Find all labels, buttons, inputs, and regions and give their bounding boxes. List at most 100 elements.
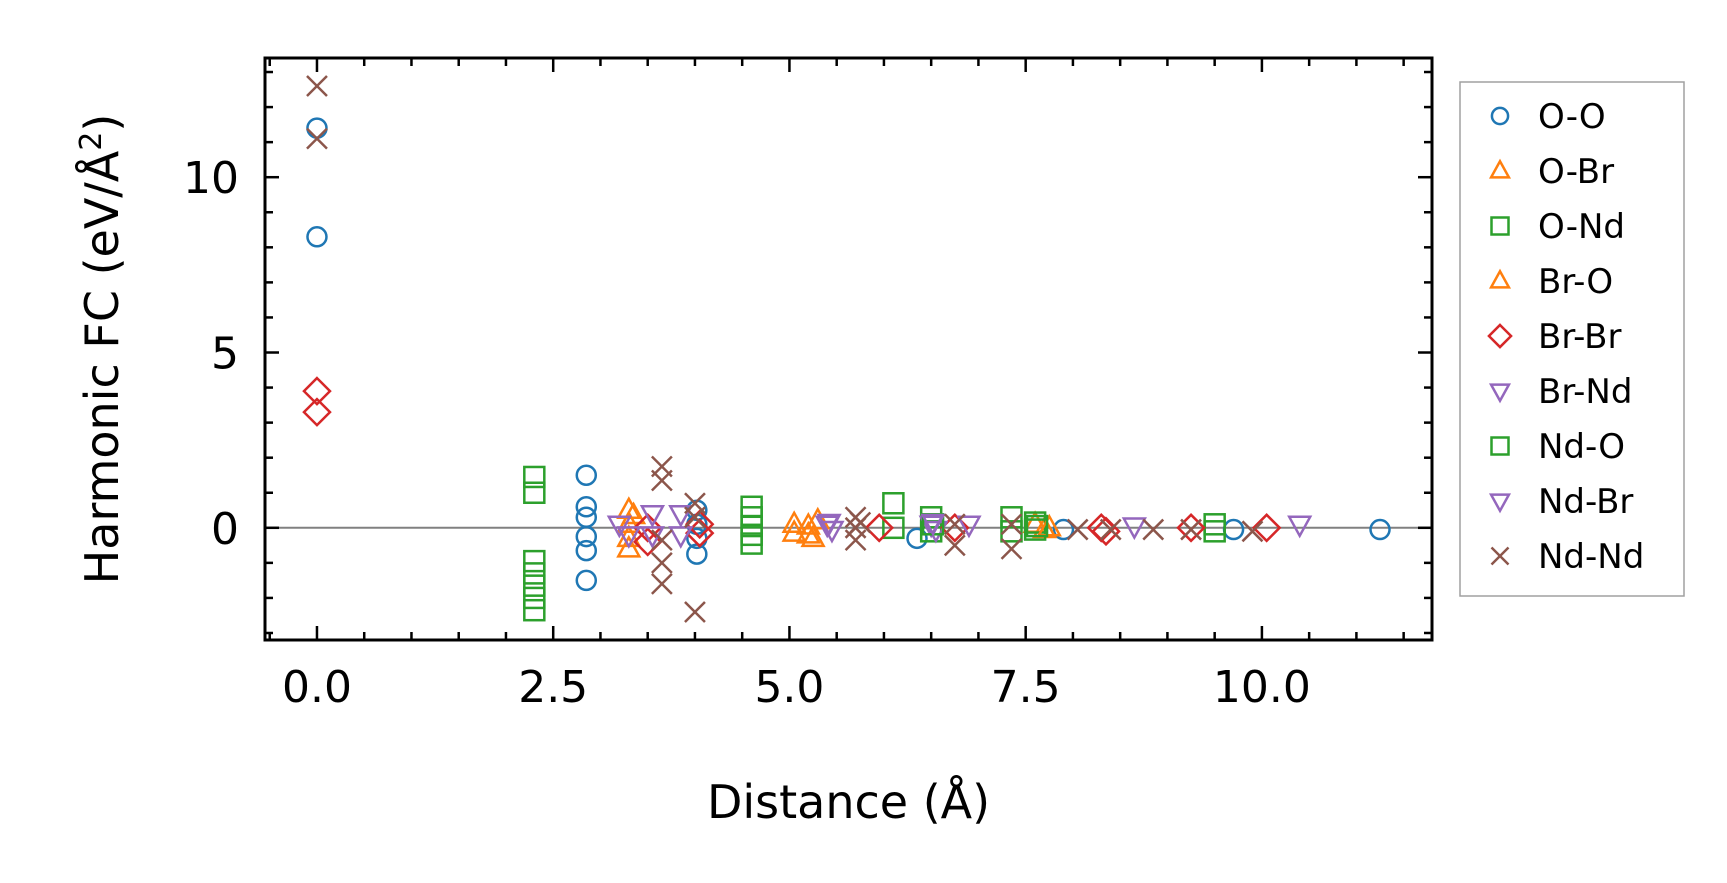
legend-marker-br-br [1487,323,1513,349]
data-point-br-br [302,376,332,406]
data-point-o-nd [1203,520,1226,543]
data-point-br-br [632,513,663,543]
data-point-o-o [575,464,598,486]
data-point-o-o [575,539,598,562]
x-tick-label: 10.0 [1213,662,1311,713]
data-point-o-br [781,510,807,534]
data-point-o-o [575,569,598,592]
legend-label-nd-o: Nd-O [1538,427,1625,467]
data-point-br-nd [639,505,666,528]
data-point-o-o [306,117,328,139]
legend-label-o-br: O-Br [1538,152,1614,192]
legend-label-o-nd: O-Nd [1538,207,1625,247]
y-tick-label: 0 [211,504,239,555]
data-point-o-o [575,496,598,518]
legend-marker-o-nd [1490,216,1510,236]
data-point-nd-nd [844,529,867,551]
legend-label-br-o: Br-O [1538,262,1613,302]
legend-label-br-br: Br-Br [1538,317,1622,357]
data-point-nd-br [816,513,842,537]
legend-marker-br-nd [1488,383,1512,404]
data-point-nd-br [920,513,946,537]
data-point-br-br [302,397,332,427]
data-point-br-nd [616,526,642,549]
y-tick-label: 5 [211,329,239,380]
y-axis-label-close: ) [75,114,129,132]
data-point-nd-nd [1066,518,1089,541]
x-axis-label: Distance (Å) [707,775,990,829]
data-point-nd-nd [306,75,328,97]
data-point-br-nd [668,526,694,549]
legend-marker-o-o [1490,106,1510,126]
axis-ticks [265,58,1432,640]
data-point-o-br [800,524,826,548]
data-point-br-nd [1121,517,1147,541]
data-point-nd-nd [943,534,966,557]
legend-label-br-nd: Br-Nd [1538,372,1632,412]
y-tick-label: 10 [183,153,239,204]
data-point-o-nd [1203,513,1226,536]
data-point-nd-nd [1000,537,1023,560]
legend-marker-nd-br [1488,493,1512,514]
data-point-nd-o [1025,514,1049,538]
data-point-o-nd [523,574,546,597]
data-point-o-nd [882,492,905,515]
data-point-br-o [1036,513,1062,537]
data-point-nd-nd [684,601,706,623]
data-point-o-nd [882,516,905,540]
data-markers [302,75,1391,623]
data-point-o-br [616,534,642,558]
data-point-nd-nd [306,127,328,150]
data-point-o-o [1222,518,1245,541]
data-point-o-o [306,226,328,248]
data-point-nd-nd [1180,518,1202,541]
data-point-o-nd [1000,520,1023,543]
x-tick-label: 7.5 [991,662,1061,713]
data-point-br-br [1176,513,1206,543]
data-point-br-nd [668,505,694,528]
data-point-o-o [1369,518,1391,541]
data-point-o-o [1052,518,1075,541]
y-axis-label-main: Harmonic FC (eV/Å [75,150,129,584]
data-point-nd-nd [650,573,673,595]
data-point-br-o [805,506,831,530]
x-tick-label: 5.0 [754,662,824,713]
data-point-br-o [620,501,647,525]
data-point-nd-nd [1241,520,1264,543]
y-axis-label-superscript: 2 [74,132,109,151]
x-tick-label: 0.0 [282,662,352,713]
data-point-nd-nd [849,511,872,534]
data-point-nd-nd [650,469,673,492]
data-point-br-nd [1287,515,1313,539]
data-point-nd-nd [650,551,673,574]
plot-frame [263,56,1434,642]
legend: O-O O-Br O-Nd Br-O Br-Br Br-Nd Nd-O Nd-Br Nd-Nd [1459,81,1685,597]
data-point-nd-nd [1142,518,1165,541]
data-point-o-nd [523,598,546,622]
legend-label-nd-br: Nd-Br [1538,482,1633,522]
legend-marker-nd-nd [1490,546,1510,566]
legend-label-o-o: O-O [1538,97,1606,137]
data-point-o-o [906,527,928,550]
data-point-o-nd [1000,506,1023,529]
data-point-o-o [575,525,598,548]
legend-marker-nd-o [1490,436,1510,456]
data-point-o-nd [1023,518,1047,541]
data-point-nd-nd [684,506,706,529]
data-point-o-nd [523,465,546,489]
legend-marker-o-br [1488,158,1512,179]
data-point-o-nd [740,532,763,555]
data-point-nd-nd [1099,518,1122,541]
legend-label-nd-nd: Nd-Nd [1538,537,1644,577]
data-point-br-nd [956,515,982,539]
legend-marker-br-o [1488,268,1512,289]
data-point-br-br [864,513,894,543]
data-point-o-br [795,520,821,544]
tick-labels: 0.0 2.5 5.0 7.5 10.0 0 5 10 [183,153,1311,713]
data-point-o-nd [523,549,546,573]
x-tick-label: 2.5 [518,662,588,713]
data-point-nd-nd [650,529,673,551]
data-point-nd-nd [1000,513,1023,536]
data-point-o-nd [523,481,546,504]
